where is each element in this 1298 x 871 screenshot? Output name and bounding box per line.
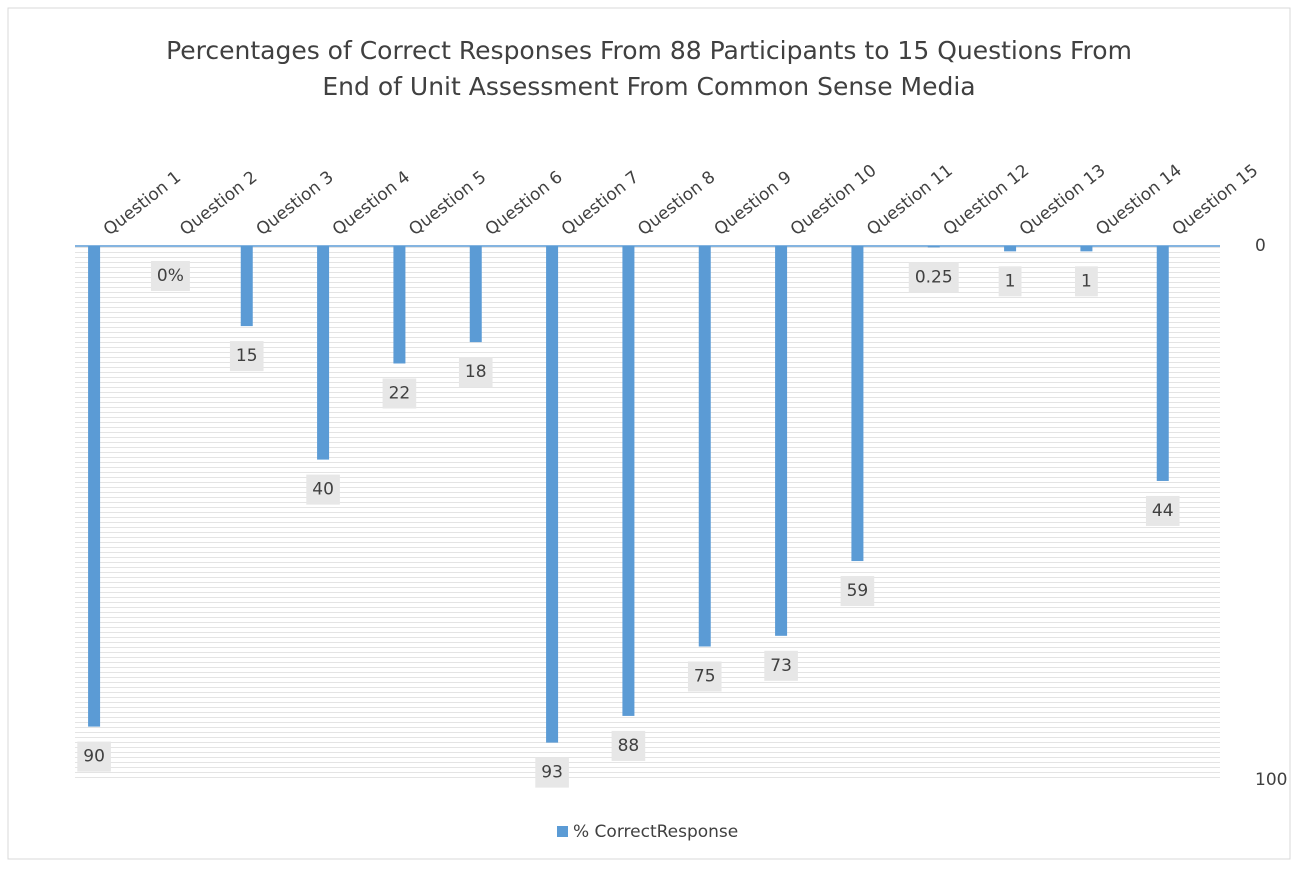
data-label: 40 — [312, 480, 334, 500]
data-label-box — [382, 378, 417, 409]
data-label: 88 — [618, 736, 640, 756]
data-label: 0% — [157, 266, 184, 286]
bar — [469, 246, 482, 343]
data-label-box — [998, 266, 1022, 297]
data-label-box — [764, 650, 798, 681]
bar — [1004, 246, 1017, 252]
bar — [622, 246, 635, 716]
y-tick-label: 0 — [1255, 236, 1266, 256]
bar — [240, 246, 253, 327]
data-label: 90 — [83, 747, 105, 767]
data-label-box — [1145, 495, 1180, 526]
chart-title: End of Unit Assessment From Common Sense… — [322, 72, 975, 101]
plot-background — [75, 246, 1220, 780]
data-label: 73 — [770, 656, 792, 676]
data-label-box — [535, 757, 569, 788]
data-label: 59 — [847, 581, 869, 601]
data-label-box — [1075, 266, 1098, 297]
data-label: 18 — [465, 362, 487, 382]
data-label: 93 — [541, 763, 563, 783]
bar — [775, 246, 788, 636]
y-tick-label: 100 — [1255, 770, 1287, 790]
data-label: 44 — [1152, 501, 1174, 521]
data-label-box — [687, 661, 722, 692]
data-label-box — [229, 341, 264, 372]
legend-swatch — [557, 826, 568, 837]
bar — [1080, 246, 1093, 252]
bar — [393, 246, 406, 364]
data-label: 1 — [1081, 271, 1092, 291]
data-label: 75 — [694, 667, 716, 687]
data-label-box — [458, 357, 493, 388]
data-label-box — [840, 576, 875, 607]
data-label: 15 — [236, 346, 258, 366]
data-label-box — [908, 262, 959, 293]
bar — [317, 246, 330, 460]
legend-label: % CorrectResponse — [573, 822, 738, 842]
bar — [1156, 246, 1169, 481]
data-label-box — [150, 261, 190, 291]
chart-title: Percentages of Correct Responses From 88… — [166, 36, 1132, 65]
data-label-box — [306, 474, 340, 505]
data-label: 1 — [1005, 271, 1016, 291]
data-label: 0.25 — [915, 267, 953, 287]
data-label-box — [77, 741, 111, 772]
bar — [88, 246, 101, 727]
bar — [851, 246, 864, 562]
bar — [546, 246, 559, 743]
data-label: 22 — [389, 383, 411, 403]
bar — [698, 246, 711, 647]
data-label-box — [611, 730, 646, 761]
